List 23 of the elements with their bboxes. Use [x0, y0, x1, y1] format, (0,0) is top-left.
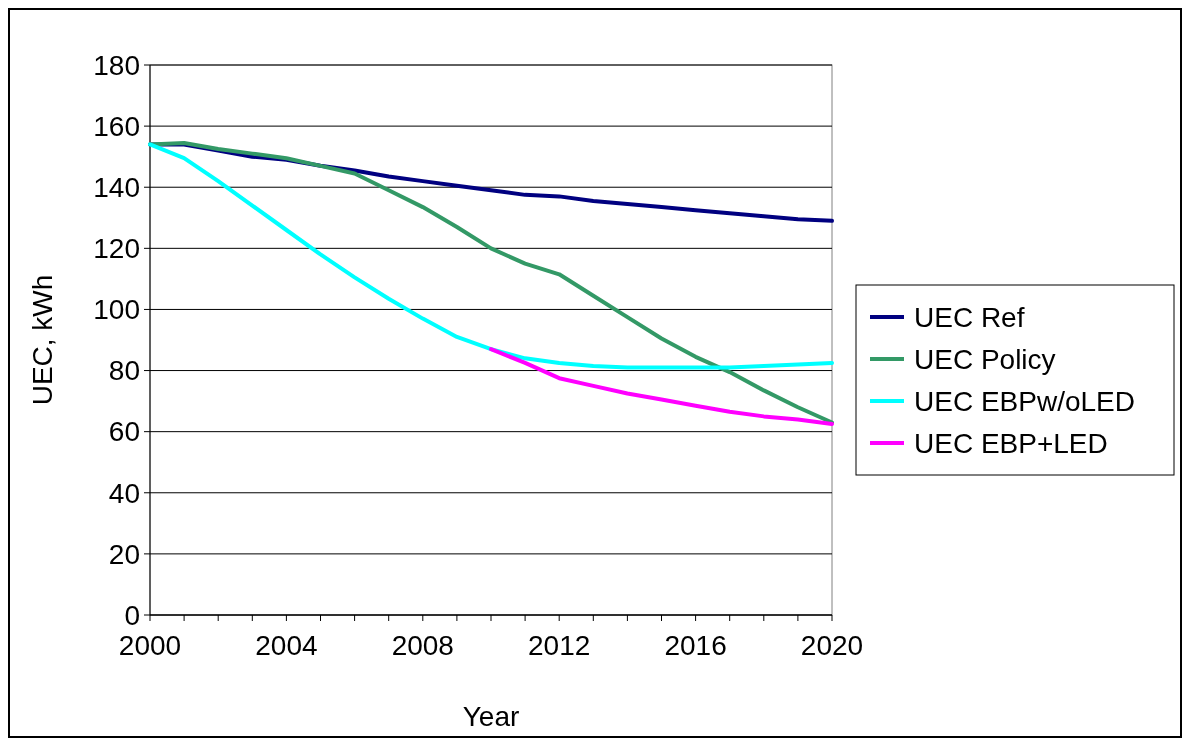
y-tick-label: 80 — [108, 355, 140, 387]
legend-label: UEC Policy — [914, 343, 1056, 375]
line-series — [489, 347, 834, 427]
x-axis-title: Year — [462, 701, 520, 732]
y-tick-label: 40 — [108, 477, 140, 509]
legend-label: UEC Ref — [914, 301, 1025, 333]
x-tick-label: 2016 — [664, 630, 727, 661]
x-tick-label: 2012 — [528, 630, 591, 661]
y-tick-label: 120 — [93, 233, 140, 265]
y-tick-label: 160 — [93, 110, 140, 142]
y-tick-label: 180 — [93, 49, 140, 81]
y-axis-title: UEC, kWh — [27, 274, 58, 406]
legend-label: UEC EBPw/oLED — [914, 385, 1135, 417]
y-tick-label: 60 — [108, 416, 140, 448]
y-tick-label: 100 — [93, 294, 140, 326]
legend-label: UEC EBP+LED — [914, 427, 1108, 459]
x-tick-label: 2000 — [118, 630, 182, 661]
y-tick-label: 0 — [124, 599, 140, 631]
y-tick-label: 140 — [93, 172, 140, 204]
y-tick-label: 20 — [108, 538, 140, 570]
x-tick-label: 2004 — [255, 630, 318, 661]
x-tick-label: 2020 — [800, 630, 864, 661]
x-tick-label: 2008 — [391, 630, 454, 661]
